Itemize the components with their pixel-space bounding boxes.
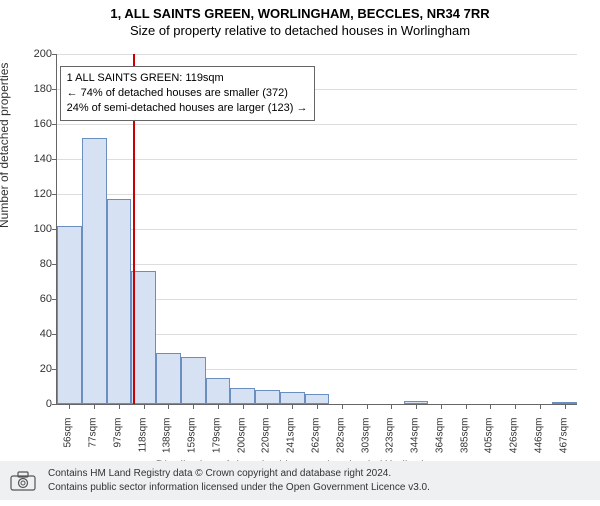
x-tick-mark (168, 404, 169, 409)
footer-line-1: Contains HM Land Registry data © Crown c… (48, 467, 594, 481)
annotation-line: 24% of semi-detached houses are larger (… (67, 101, 308, 116)
y-tick-mark (52, 404, 57, 405)
histogram-bar (131, 271, 156, 404)
title-address: 1, ALL SAINTS GREEN, WORLINGHAM, BECCLES… (0, 6, 600, 21)
histogram-bar (107, 199, 132, 404)
x-tick-mark (144, 404, 145, 409)
y-tick-label: 20 (12, 363, 52, 375)
histogram-bar (280, 392, 305, 404)
x-tick-label: 405sqm (484, 418, 495, 468)
y-tick-label: 0 (12, 398, 52, 410)
gridline (57, 194, 577, 195)
gridline (57, 54, 577, 55)
histogram-bar (230, 388, 255, 404)
footer-line-2: Contains public sector information licen… (48, 481, 594, 495)
x-tick-mark (540, 404, 541, 409)
histogram-bar (181, 357, 206, 404)
histogram-bar (305, 394, 330, 405)
histogram-bar (404, 401, 429, 405)
x-tick-mark (69, 404, 70, 409)
x-tick-label: 426sqm (509, 418, 520, 468)
x-tick-label: 77sqm (88, 418, 99, 468)
x-tick-label: 56sqm (63, 418, 74, 468)
y-tick-mark (52, 159, 57, 160)
annotation-box: 1 ALL SAINTS GREEN: 119sqm← 74% of detac… (60, 66, 315, 121)
x-tick-mark (218, 404, 219, 409)
x-tick-mark (416, 404, 417, 409)
histogram-bar (57, 226, 82, 405)
y-tick-mark (52, 89, 57, 90)
histogram-bar (82, 138, 107, 404)
y-tick-label: 120 (12, 188, 52, 200)
x-tick-mark (490, 404, 491, 409)
x-tick-label: 446sqm (533, 418, 544, 468)
x-tick-mark (193, 404, 194, 409)
histogram-bar (255, 390, 280, 404)
y-tick-label: 200 (12, 48, 52, 60)
x-tick-label: 159sqm (187, 418, 198, 468)
x-tick-mark (317, 404, 318, 409)
x-tick-label: 364sqm (434, 418, 445, 468)
annotation-line: ← 74% of detached houses are smaller (37… (67, 86, 308, 101)
x-tick-mark (342, 404, 343, 409)
y-tick-label: 180 (12, 83, 52, 95)
gridline (57, 264, 577, 265)
annotation-line: 1 ALL SAINTS GREEN: 119sqm (67, 71, 308, 86)
x-tick-label: 262sqm (311, 418, 322, 468)
x-tick-label: 179sqm (211, 418, 222, 468)
x-tick-label: 344sqm (410, 418, 421, 468)
x-tick-mark (367, 404, 368, 409)
x-tick-mark (119, 404, 120, 409)
y-tick-mark (52, 124, 57, 125)
y-tick-label: 160 (12, 118, 52, 130)
gridline (57, 124, 577, 125)
x-tick-mark (243, 404, 244, 409)
y-tick-label: 140 (12, 153, 52, 165)
y-tick-label: 100 (12, 223, 52, 235)
y-tick-label: 40 (12, 328, 52, 340)
x-tick-mark (515, 404, 516, 409)
histogram-bar (156, 353, 181, 404)
plot-area: 1 ALL SAINTS GREEN: 119sqm← 74% of detac… (56, 54, 577, 405)
x-tick-label: 138sqm (162, 418, 173, 468)
x-tick-label: 385sqm (459, 418, 470, 468)
y-tick-mark (52, 54, 57, 55)
x-tick-mark (466, 404, 467, 409)
histogram-bar (552, 402, 577, 404)
y-tick-label: 80 (12, 258, 52, 270)
y-tick-label: 60 (12, 293, 52, 305)
x-tick-label: 282sqm (335, 418, 346, 468)
x-tick-label: 323sqm (385, 418, 396, 468)
chart-title-block: 1, ALL SAINTS GREEN, WORLINGHAM, BECCLES… (0, 6, 600, 38)
gridline (57, 229, 577, 230)
title-subtitle: Size of property relative to detached ho… (0, 23, 600, 38)
attribution-footer: Contains HM Land Registry data © Crown c… (0, 461, 600, 500)
x-tick-mark (267, 404, 268, 409)
x-tick-label: 303sqm (360, 418, 371, 468)
histogram-bar (206, 378, 231, 404)
x-tick-mark (292, 404, 293, 409)
chart-container: Number of detached properties 1 ALL SAIN… (0, 38, 600, 458)
x-tick-label: 200sqm (236, 418, 247, 468)
x-tick-label: 97sqm (112, 418, 123, 468)
x-tick-label: 241sqm (286, 418, 297, 468)
x-tick-mark (391, 404, 392, 409)
x-tick-label: 220sqm (261, 418, 272, 468)
camera-icon (10, 471, 36, 491)
x-tick-mark (94, 404, 95, 409)
x-tick-label: 118sqm (137, 418, 148, 468)
y-axis-label: Number of detached properties (0, 63, 11, 228)
y-tick-mark (52, 194, 57, 195)
x-tick-label: 467sqm (558, 418, 569, 468)
gridline (57, 159, 577, 160)
x-tick-mark (441, 404, 442, 409)
x-tick-mark (565, 404, 566, 409)
